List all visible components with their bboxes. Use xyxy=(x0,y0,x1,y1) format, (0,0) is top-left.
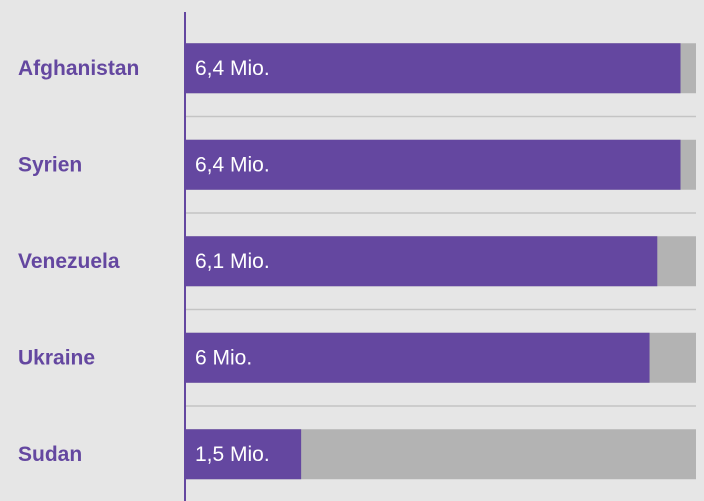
value-label: 6,4 Mio. xyxy=(195,153,270,176)
category-label: Syrien xyxy=(18,153,82,176)
bar xyxy=(185,332,650,383)
category-label: Afghanistan xyxy=(18,57,139,80)
bar xyxy=(185,429,302,480)
category-label: Sudan xyxy=(18,443,82,466)
category-label: Venezuela xyxy=(18,250,120,273)
value-label: 6,4 Mio. xyxy=(195,57,270,80)
bar xyxy=(185,236,658,287)
bar xyxy=(185,139,681,190)
bar xyxy=(185,43,681,94)
value-label: 6,1 Mio. xyxy=(195,250,270,273)
value-label: 1,5 Mio. xyxy=(195,443,270,466)
category-label: Ukraine xyxy=(18,346,95,369)
value-label: 6 Mio. xyxy=(195,346,252,369)
